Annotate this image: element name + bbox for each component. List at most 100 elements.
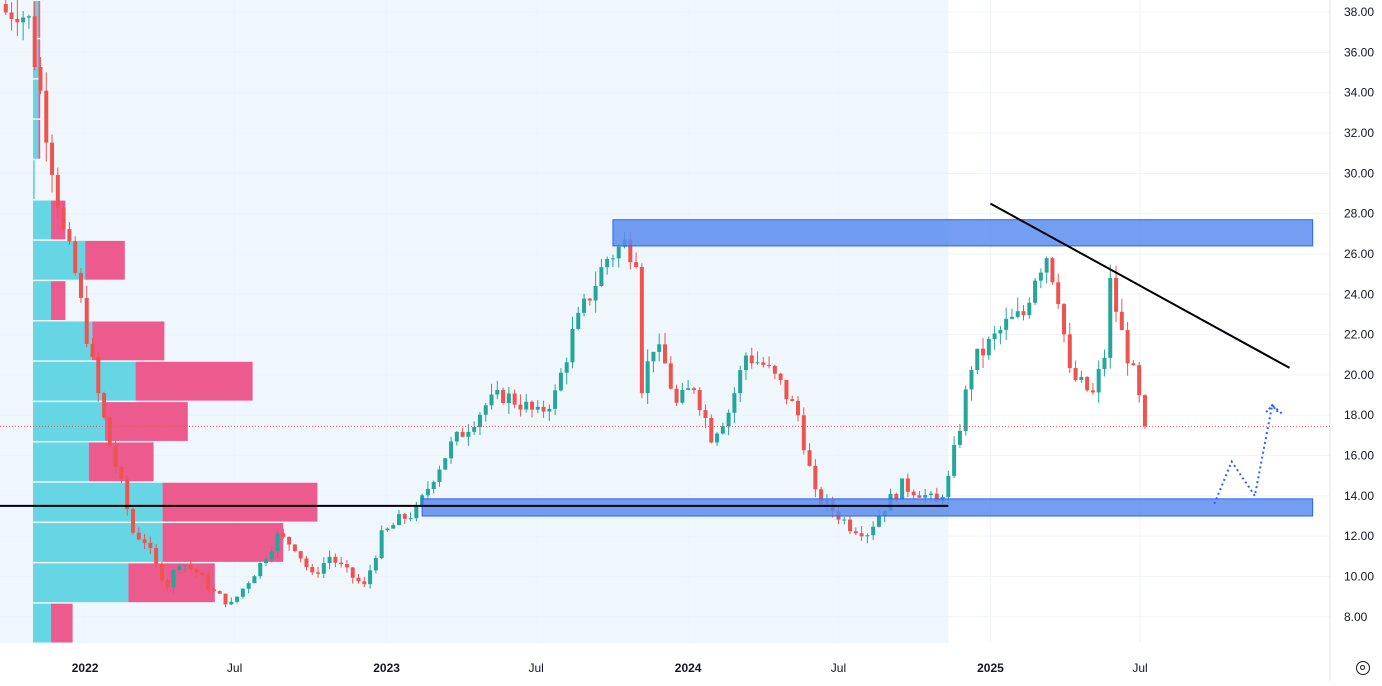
candle-down xyxy=(1050,258,1055,283)
candle-up xyxy=(391,525,396,529)
candle-up xyxy=(327,556,332,564)
candle-up xyxy=(1038,272,1043,281)
candle-down xyxy=(217,591,222,594)
candle-up xyxy=(489,394,494,406)
candle-down xyxy=(911,491,916,496)
candle-up xyxy=(443,458,448,470)
candle-down xyxy=(142,539,147,543)
candle-down xyxy=(15,18,20,23)
volume-profile-up-bar xyxy=(33,240,86,280)
candle-down xyxy=(73,241,78,273)
volume-profile-down-bar xyxy=(85,240,125,280)
volume-profile-down-bar xyxy=(38,1,41,38)
candle-down xyxy=(125,479,130,510)
candle-down xyxy=(206,575,211,590)
candle-up xyxy=(258,563,263,577)
candle-down xyxy=(859,533,864,537)
candle-up xyxy=(483,405,488,415)
candle-down xyxy=(894,494,899,500)
candle-up xyxy=(963,389,968,432)
candle-down xyxy=(691,388,696,390)
candle-up xyxy=(275,533,280,552)
candle-up xyxy=(1102,357,1107,370)
candle-up xyxy=(1044,258,1049,273)
candle-down xyxy=(113,446,118,467)
x-tick-label: 2022 xyxy=(72,661,99,675)
candle-up xyxy=(1004,318,1009,330)
candle-up xyxy=(616,246,621,259)
candle-down xyxy=(819,489,824,505)
candle-down xyxy=(634,262,639,267)
candle-up xyxy=(269,551,274,560)
volume-profile-down-bar xyxy=(51,603,73,643)
candle-up xyxy=(477,414,482,428)
candle-down xyxy=(772,365,777,374)
candle-down xyxy=(107,417,112,447)
volume-profile-up-bar xyxy=(33,321,93,361)
candle-up xyxy=(368,570,373,585)
volume-profile-up-bar xyxy=(33,482,163,522)
volume-profile-down-bar xyxy=(162,523,284,562)
candle-down xyxy=(749,355,754,364)
candle-down xyxy=(1021,311,1026,316)
candle-up xyxy=(553,390,558,409)
candle-up xyxy=(506,393,511,403)
candle-down xyxy=(38,66,43,91)
projection-path xyxy=(1213,403,1285,505)
candle-down xyxy=(78,272,83,298)
candle-down xyxy=(905,478,910,492)
volume-profile-up-bar xyxy=(33,160,35,200)
candle-down xyxy=(518,404,523,410)
candle-down xyxy=(402,514,407,519)
candle-down xyxy=(767,364,772,366)
candle-up xyxy=(582,298,587,313)
candle-up xyxy=(1079,376,1084,380)
candle-down xyxy=(32,16,37,67)
candle-down xyxy=(292,544,297,552)
candle-up xyxy=(183,565,188,567)
y-tick-label: 24.00 xyxy=(1344,287,1374,301)
volume-profile-down-bar xyxy=(51,281,66,320)
y-tick-label: 22.00 xyxy=(1344,328,1374,342)
candle-up xyxy=(235,596,240,602)
candle-down xyxy=(1137,365,1142,396)
drawings[interactable] xyxy=(0,202,1314,517)
candle-down xyxy=(148,542,153,549)
candle-up xyxy=(524,401,529,410)
candle-down xyxy=(668,363,673,389)
candle-down xyxy=(298,551,303,559)
y-tick-label: 12.00 xyxy=(1344,529,1374,543)
descending-trendline xyxy=(989,202,1291,369)
candle-down xyxy=(200,572,205,576)
settings-icon[interactable] xyxy=(1356,661,1370,675)
candle-up xyxy=(969,370,974,390)
candle-down xyxy=(1142,395,1147,427)
y-tick-label: 14.00 xyxy=(1344,489,1374,503)
volume-profile-down-bar xyxy=(92,321,165,361)
y-tick-label: 28.00 xyxy=(1344,207,1374,221)
candle-up xyxy=(495,389,500,395)
volume-profile-up-bar xyxy=(33,119,39,159)
candle-down xyxy=(1073,368,1078,380)
candle-up xyxy=(1033,280,1038,303)
volume-profile-down-bar xyxy=(38,79,41,119)
candle-down xyxy=(512,393,517,405)
candle-up xyxy=(564,362,569,373)
candle-up xyxy=(1027,302,1032,316)
candle-up xyxy=(252,576,257,584)
candle-up xyxy=(246,583,251,589)
candle-down xyxy=(287,536,292,545)
candle-up xyxy=(21,17,26,23)
candle-up xyxy=(558,372,563,391)
candle-down xyxy=(790,399,795,401)
volume-profile-down-bar xyxy=(38,119,41,159)
candle-up xyxy=(952,444,957,476)
candle-up xyxy=(264,559,268,564)
candle-down xyxy=(102,393,107,418)
candle-down xyxy=(281,533,286,537)
candle-up xyxy=(732,393,737,413)
candle-up xyxy=(599,267,604,286)
